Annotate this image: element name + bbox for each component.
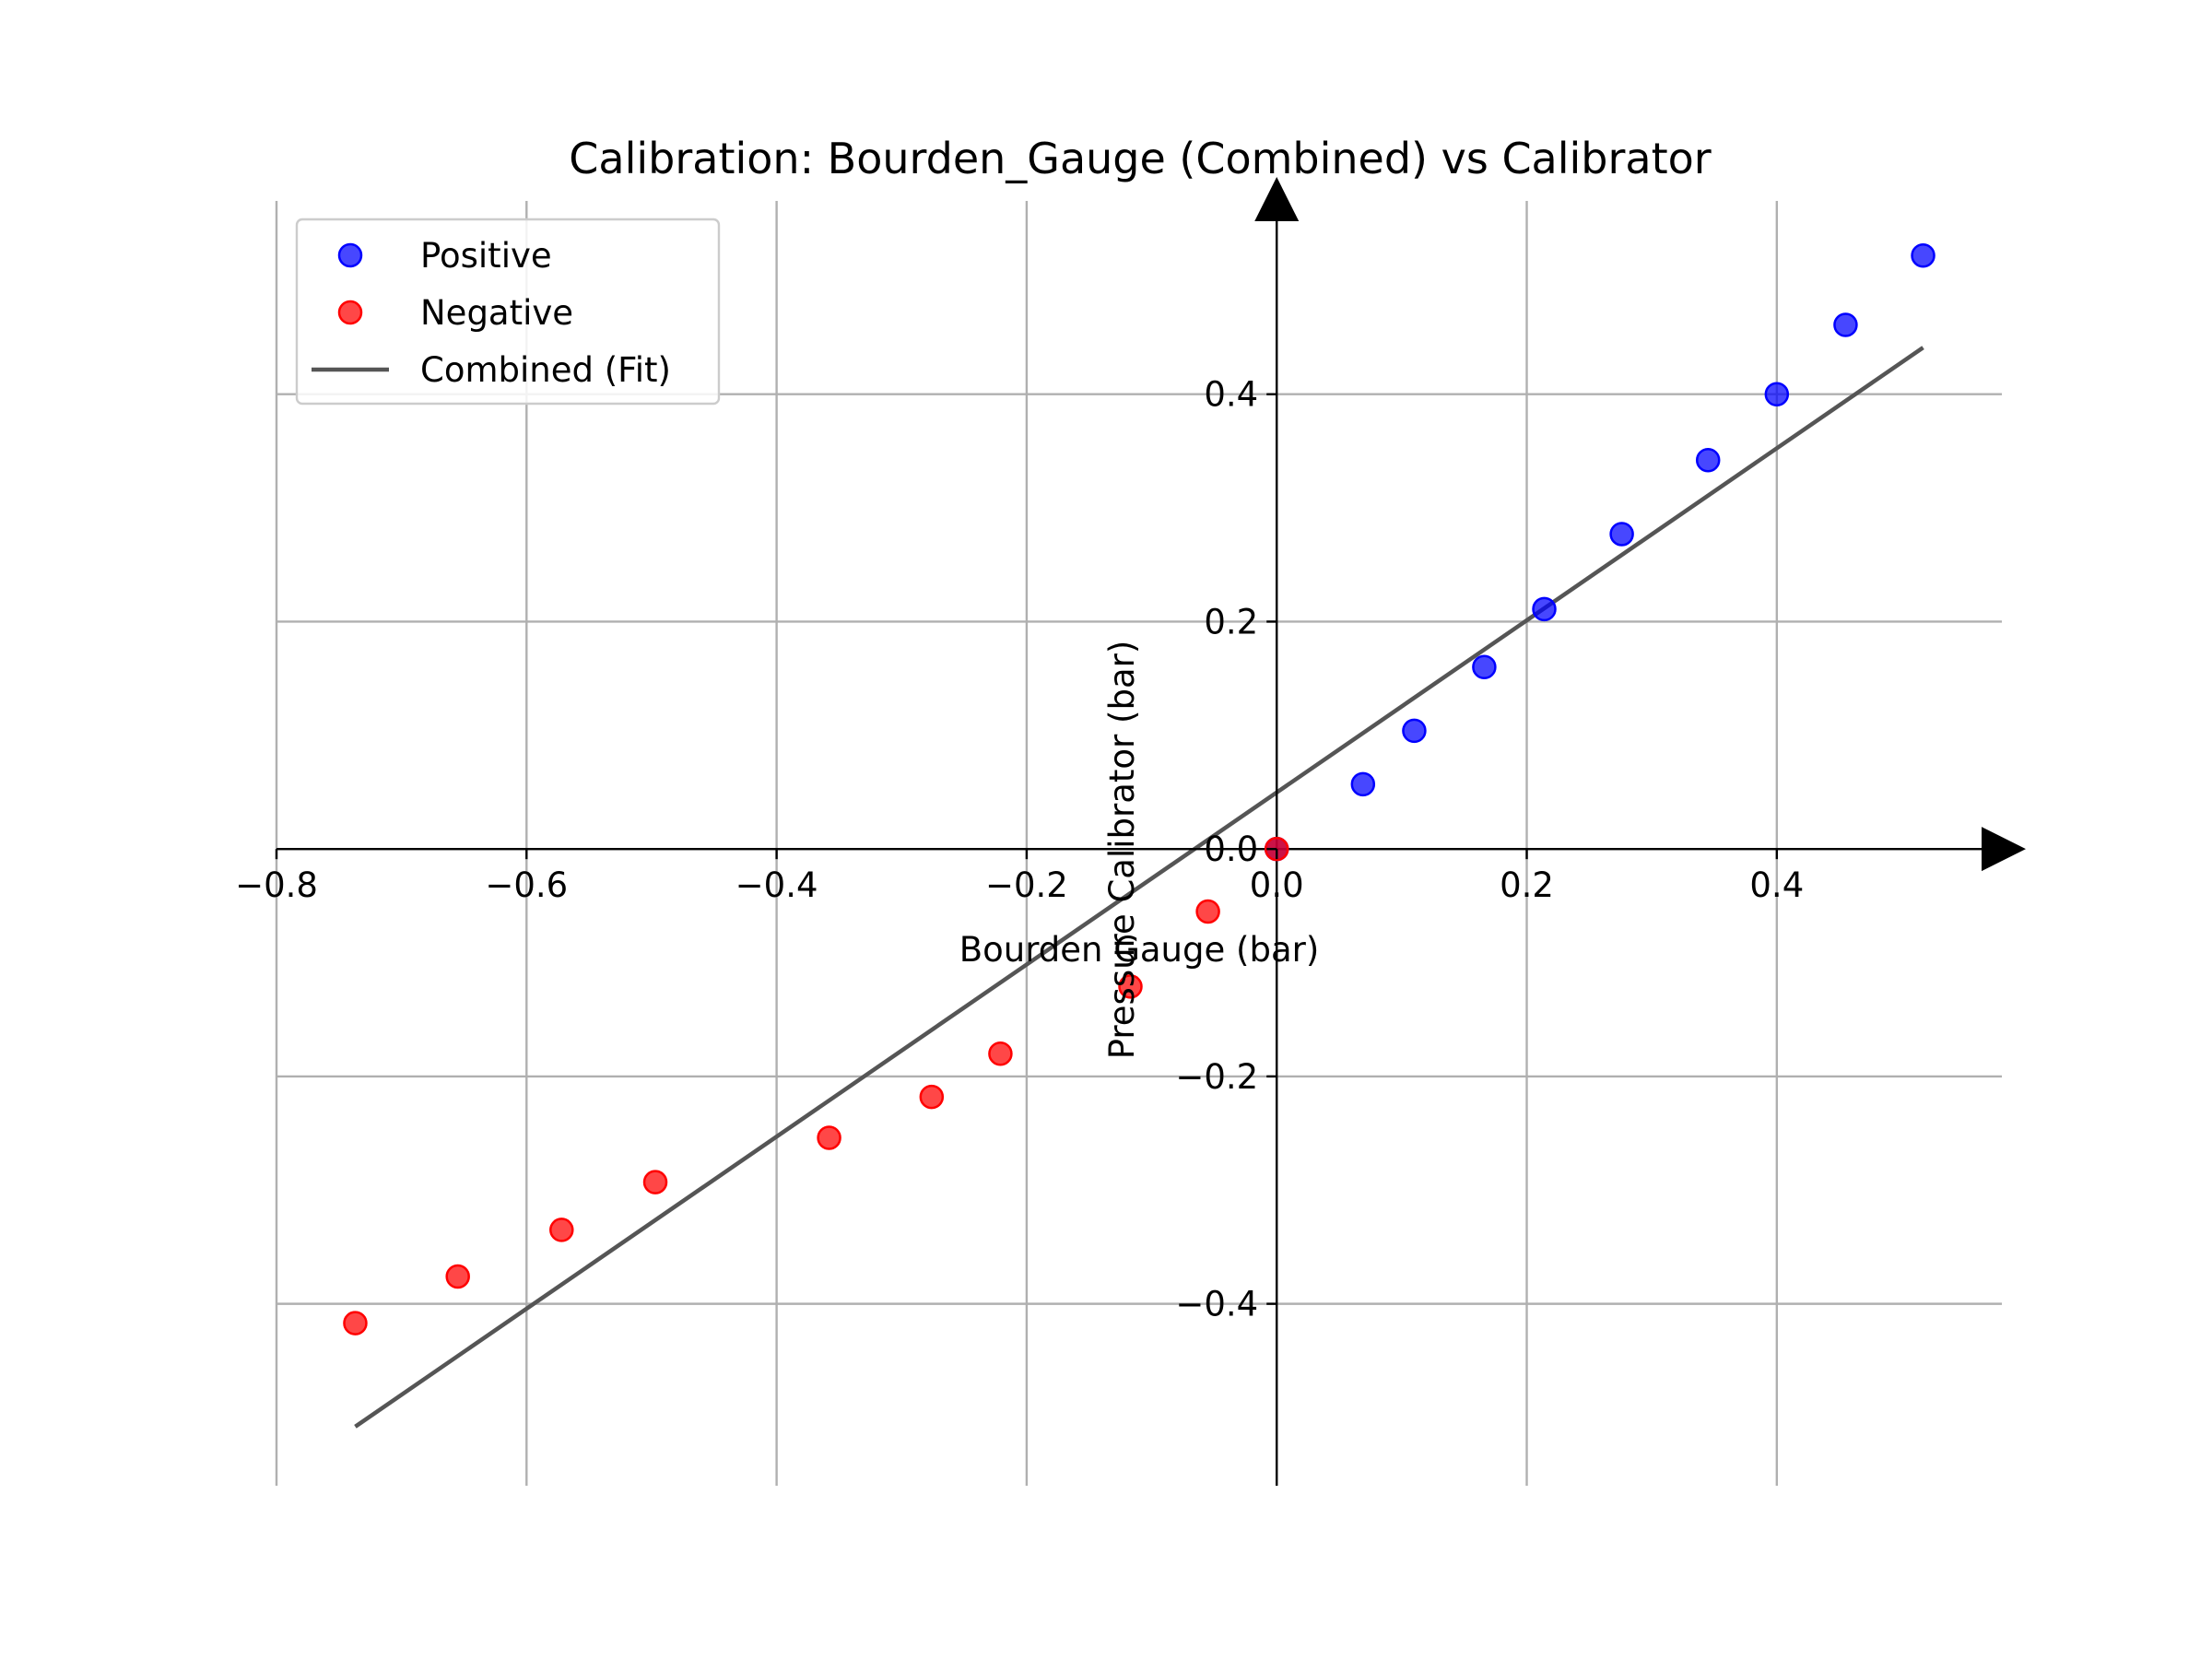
x-tick-label: −0.6 [485,865,568,905]
x-tick-label: −0.2 [985,865,1068,905]
fit-line [354,346,1924,1429]
data-point-positive [1532,596,1557,622]
data-point-negative [549,1218,574,1242]
data-point-negative [817,1125,841,1150]
y-tick-label: 0.2 [1204,602,1258,641]
y-tick-label: 0.0 [1204,830,1258,869]
data-point-negative [1118,974,1143,999]
data-point-negative [642,1170,668,1194]
fit-line-layer [354,346,1924,1429]
data-point-positive [1695,448,1721,473]
data-point-positive [1350,771,1376,797]
x-axis-label: Bourden Gauge (bar) [959,930,1320,970]
y-axis-label: Pressure Calibrator (bar) [1102,641,1142,1060]
legend-label: Positive [420,236,552,276]
y-tick-label: −0.2 [1175,1057,1258,1097]
legend-marker [337,300,363,325]
x-tick-label: 0.2 [1500,865,1554,905]
legend-box [295,218,721,406]
x-tick-label: −0.4 [735,865,818,905]
data-point-negative [343,1311,368,1335]
data-point-positive [1402,718,1427,744]
tick-layer: −0.8 −0.6 −0.4 −0.2 0.0 0.2 0.4 −0.4 −0.2 0.0 0.2 0… [235,375,1804,1324]
x-tick-label: −0.8 [235,865,318,905]
y-tick-label: 0.4 [1204,375,1258,415]
data-point-positive [1911,242,1936,268]
y-tick-label: −0.4 [1175,1285,1258,1324]
legend: Positive Negative Combined (Fit) [295,218,721,406]
legend-label: Negative [420,293,573,333]
data-point-negative [919,1084,945,1110]
points-layer [343,242,1936,1335]
data-point-positive [1833,312,1858,337]
x-tick-label: 0.4 [1749,865,1804,905]
legend-label: Combined (Fit) [420,350,671,390]
x-axis-arrow [1982,827,2026,872]
x-tick-label: 0.0 [1250,865,1304,905]
legend-marker [337,242,363,268]
y-axis-arrow [1254,177,1300,221]
data-point-positive [1609,522,1634,547]
data-point-negative [445,1264,470,1289]
data-point-positive [1472,654,1497,680]
data-point-negative [988,1041,1013,1066]
data-point-positive [1764,382,1790,406]
chart-title: Calibration: Bourden_Gauge (Combined) vs… [569,134,1712,183]
data-point-negative [1195,899,1220,924]
